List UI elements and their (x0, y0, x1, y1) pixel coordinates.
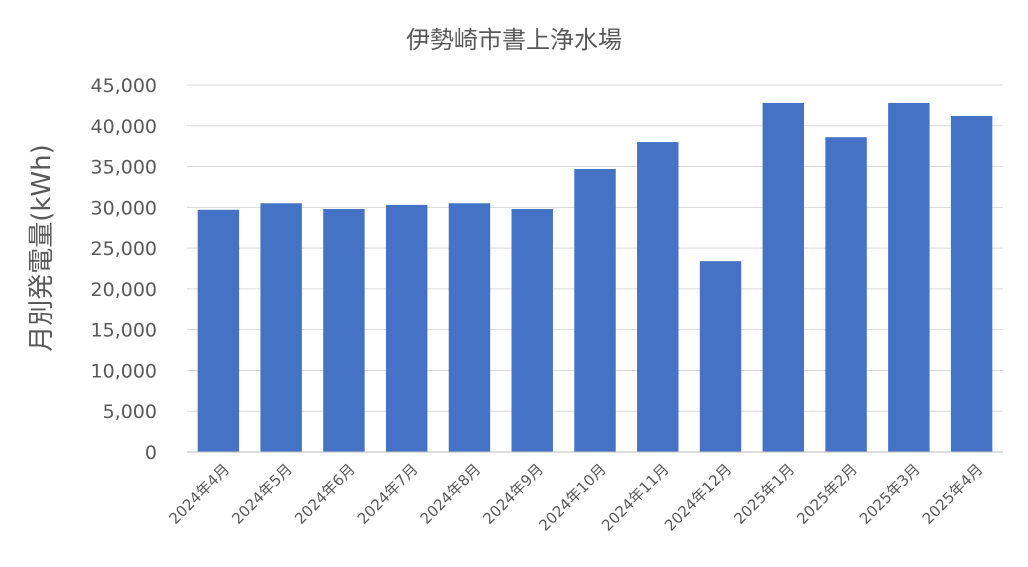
y-tick-label: 40,000 (91, 116, 157, 138)
y-tick-label: 45,000 (91, 75, 157, 97)
x-tick-label: 2025年4月 (919, 460, 987, 528)
bar (637, 142, 679, 453)
y-tick-label: 30,000 (91, 197, 157, 219)
x-tick-label: 2024年6月 (291, 460, 359, 528)
y-axis-label: 月別発電量(kWh) (27, 144, 57, 352)
x-tick-label: 2024年7月 (354, 460, 422, 528)
y-tick-label: 0 (145, 442, 157, 464)
bar (888, 102, 930, 452)
bar (197, 209, 240, 452)
x-tick-label: 2024年9月 (479, 460, 547, 528)
bar (260, 203, 302, 452)
bar (323, 208, 365, 452)
x-axis-ticks: 2024年4月2024年5月2024年6月2024年7月2024年8月2024年… (166, 460, 987, 534)
y-tick-label: 5,000 (103, 401, 157, 423)
x-tick-label: 2025年1月 (730, 460, 798, 528)
y-tick-label: 35,000 (91, 157, 157, 179)
x-tick-label: 2024年12月 (661, 460, 735, 534)
x-tick-label: 2024年4月 (166, 460, 234, 528)
x-tick-label: 2024年5月 (228, 460, 296, 528)
y-tick-label: 15,000 (91, 320, 157, 342)
bar (825, 137, 867, 452)
bar (950, 115, 993, 452)
chart-title: 伊勢崎市書上浄水場 (406, 26, 622, 54)
bar (511, 208, 553, 452)
y-tick-label: 10,000 (91, 360, 157, 382)
y-tick-label: 25,000 (91, 238, 157, 260)
x-tick-label: 2025年2月 (793, 460, 861, 528)
bar (448, 203, 491, 452)
x-tick-label: 2024年8月 (417, 460, 485, 528)
y-tick-label: 20,000 (91, 279, 157, 301)
bar (762, 102, 805, 452)
bars (197, 102, 993, 453)
x-tick-label: 2025年3月 (856, 460, 924, 528)
bar (385, 204, 428, 452)
bar (574, 169, 616, 452)
y-axis-ticks: 0 5,000 10,000 15,000 20,000 25,000 30,000 35,0… (91, 75, 157, 464)
bar (699, 261, 742, 452)
